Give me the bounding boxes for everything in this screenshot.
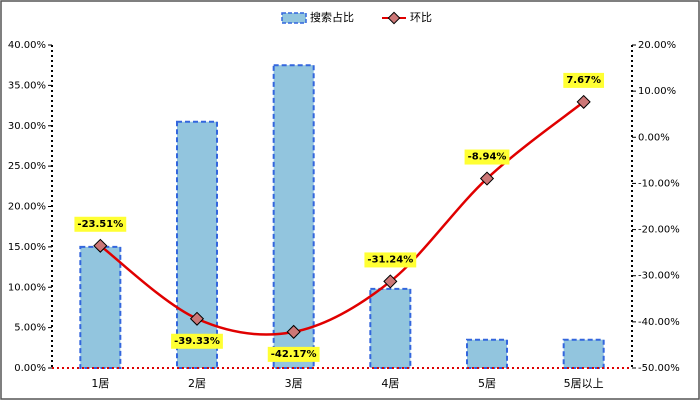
y2-tick-label: 0.00% [638, 132, 670, 143]
data-label-bg [464, 149, 510, 165]
legend-marker [387, 11, 401, 25]
y2-tick-label: -40.00% [638, 317, 680, 328]
data-label-bg [267, 346, 320, 362]
line-marker [286, 324, 301, 339]
line [99, 100, 585, 336]
line-marker [189, 311, 205, 326]
data-label: 7.67% [566, 75, 601, 86]
bar [176, 120, 218, 370]
y2-tick-label: -30.00% [638, 271, 680, 282]
bar [466, 338, 508, 369]
legend-swatch [281, 12, 307, 24]
x-tick-label: 5居 [478, 377, 496, 390]
data-label-bg [74, 216, 127, 232]
x-tick-label: 5居以上 [564, 377, 604, 390]
y2-tick-label: -20.00% [638, 225, 680, 236]
y-tick-label: 40.00% [8, 40, 46, 51]
y-tick-label: 25.00% [8, 161, 46, 172]
y2-tick-label: -50.00% [638, 363, 680, 374]
data-label: -8.94% [468, 152, 507, 163]
y2-tick-label: 10.00% [638, 86, 676, 97]
x-tick-label: 2居 [188, 377, 206, 390]
bar [79, 245, 122, 369]
x-tick-label: 1居 [91, 377, 109, 390]
y-tick-label: 0.00% [14, 363, 46, 374]
y-tick-label: 15.00% [8, 242, 46, 253]
y-tick-label: 10.00% [8, 282, 46, 293]
bar [369, 287, 412, 369]
line-marker [479, 171, 495, 186]
bar [272, 64, 315, 369]
data-label: -23.51% [77, 219, 123, 230]
line-marker [383, 274, 398, 289]
y-tick-label: 5.00% [14, 323, 46, 334]
legend-label: 搜索占比 [310, 10, 354, 24]
y-tick-label: 30.00% [8, 121, 46, 132]
data-label: -31.24% [367, 254, 413, 265]
x-tick-label: 3居 [285, 377, 303, 390]
legend-label: 环比 [410, 11, 432, 24]
data-label: -42.17% [271, 349, 317, 360]
y2-tick-label: 20.00% [638, 40, 676, 51]
data-label: -39.33% [174, 336, 220, 347]
line-marker [93, 238, 108, 253]
line-marker [576, 94, 591, 109]
data-label-bg [563, 72, 605, 88]
data-label-bg [171, 333, 223, 349]
y-tick-label: 35.00% [8, 80, 46, 91]
x-tick-label: 4居 [381, 377, 399, 390]
y-tick-label: 20.00% [8, 202, 46, 213]
data-label-bg [364, 252, 417, 268]
bar [562, 338, 605, 369]
y2-tick-label: -10.00% [638, 178, 680, 189]
